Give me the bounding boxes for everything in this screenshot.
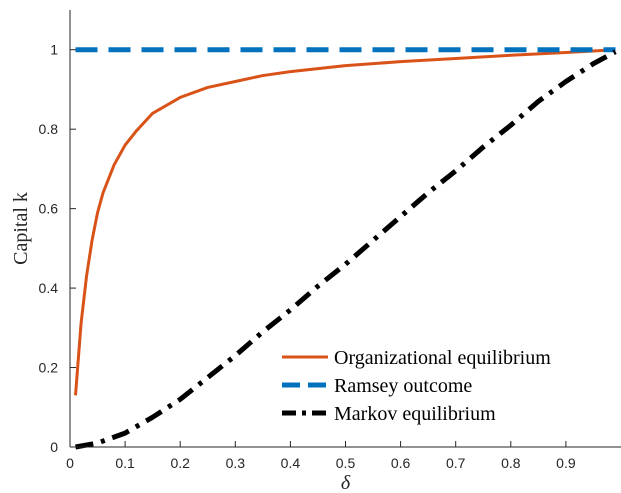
series-line-1 [74, 48, 616, 396]
y-tick-label: 0.8 [39, 121, 59, 137]
legend: Organizational equilibrium Ramsey outcome… [272, 340, 618, 436]
legend-label-3: Markov equilibrium [334, 403, 496, 425]
x-tick-label: 0.2 [170, 455, 190, 471]
y-tick-label: 1 [50, 42, 58, 58]
x-tick-label: 0.3 [226, 455, 246, 471]
x-tick-label: 0.4 [281, 455, 301, 471]
y-axis-label: Capital k [10, 192, 32, 265]
series-layer [74, 47, 617, 450]
y-tick-label: 0 [50, 439, 58, 455]
x-tick-label: 0.6 [391, 455, 411, 471]
legend-label-1: Organizational equilibrium [334, 347, 551, 369]
y-tick-label: 0.2 [39, 360, 59, 376]
plot-area: 0 0.1 0.2 0.3 0.4 0.5 0.6 0.7 0.8 0.9 0 0.2 0.4 0.6 0.… [39, 10, 621, 471]
x-tick-label: 0.9 [556, 455, 576, 471]
x-tick-label: 0.1 [115, 455, 135, 471]
x-tick-label: 0.8 [501, 455, 521, 471]
x-axis-label: δ [341, 472, 351, 493]
legend-box [272, 340, 618, 436]
legend-label-2: Ramsey outcome [334, 375, 472, 397]
y-tick-label: 0.6 [39, 201, 59, 217]
ticks-layer: 0 0.1 0.2 0.3 0.4 0.5 0.6 0.7 0.8 0.9 0 0.2 0.4 0.6 0.… [39, 42, 576, 471]
series-line-3 [75, 49, 617, 450]
x-tick-label: 0.5 [336, 455, 356, 471]
x-tick-label: 0.7 [446, 455, 466, 471]
y-tick-label: 0.4 [39, 280, 59, 296]
legend-items: Organizational equilibrium Ramsey outcome… [282, 347, 551, 425]
x-tick-label: 0 [66, 455, 74, 471]
